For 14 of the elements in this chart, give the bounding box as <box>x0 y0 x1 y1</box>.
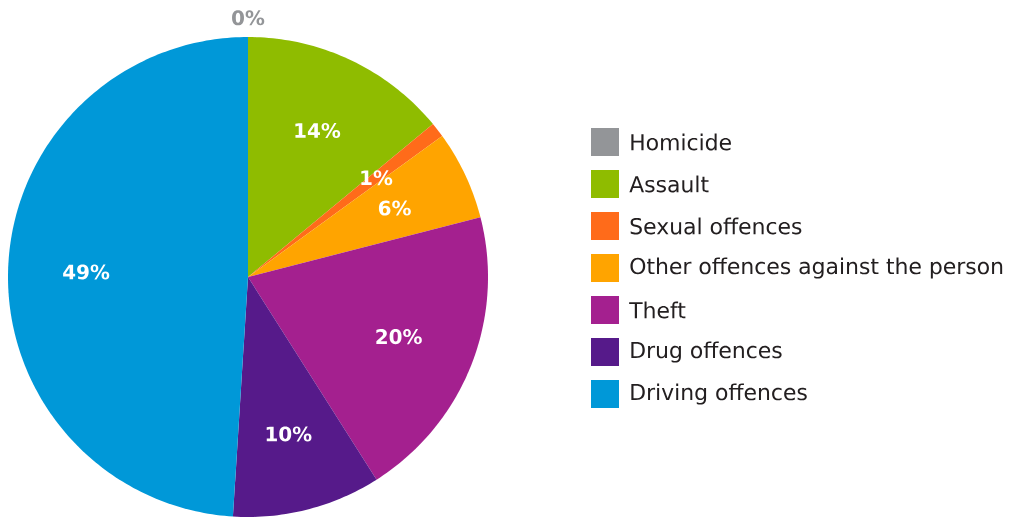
legend-label: Theft <box>629 301 686 319</box>
data-label: 10% <box>266 426 312 442</box>
legend-label: Homicide <box>631 133 731 151</box>
data-label: 49% <box>63 264 110 280</box>
data-label: 6% <box>378 200 411 216</box>
legend-label: Other offences against the person <box>630 257 1003 279</box>
legend-label: Drug offences <box>631 341 782 363</box>
data-label: 1% <box>361 170 393 186</box>
legend-label: Sexual offences <box>630 217 802 235</box>
data-label: 14% <box>295 122 341 138</box>
text: 0% <box>232 10 265 26</box>
legend-label: Assault <box>629 175 709 193</box>
data-label: 20% <box>376 329 422 345</box>
legend-label: Driving offences <box>631 383 807 405</box>
